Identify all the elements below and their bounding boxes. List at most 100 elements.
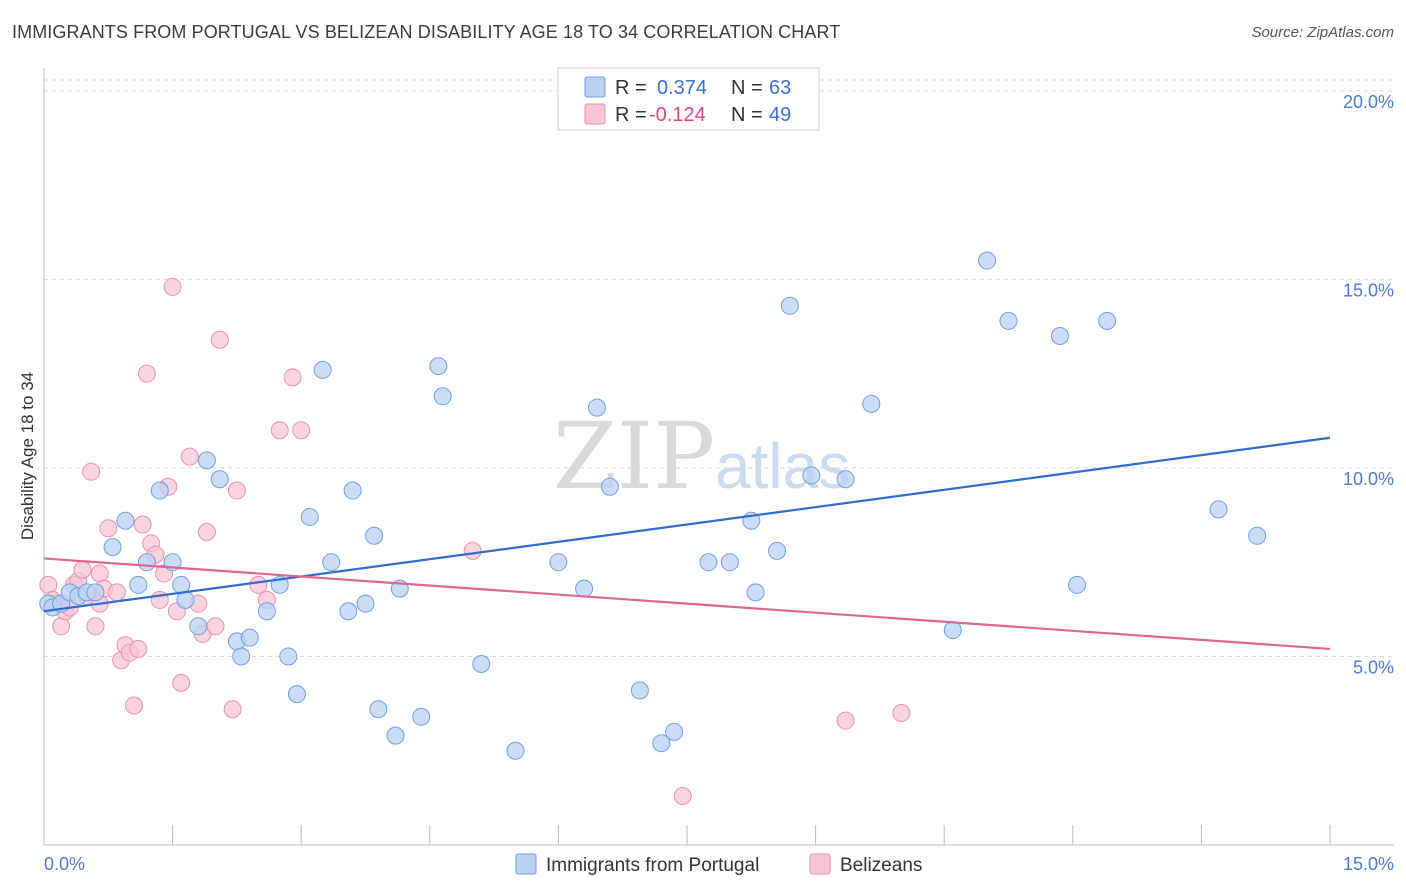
point-portugal bbox=[433, 387, 452, 406]
point-belizeans bbox=[463, 541, 482, 560]
point-belizeans bbox=[223, 700, 242, 719]
point-belizeans bbox=[673, 786, 692, 805]
point-portugal bbox=[313, 360, 332, 379]
legend-n-value: 49 bbox=[769, 104, 791, 126]
watermark-atlas: atlas bbox=[715, 430, 850, 502]
chart-title: IMMIGRANTS FROM PORTUGAL VS BELIZEAN DIS… bbox=[12, 22, 841, 42]
point-portugal bbox=[356, 594, 375, 613]
point-portugal bbox=[978, 251, 997, 270]
legend-label-belizeans: Belizeans bbox=[840, 855, 922, 876]
point-portugal bbox=[150, 481, 169, 500]
point-portugal bbox=[343, 481, 362, 500]
point-belizeans bbox=[283, 368, 302, 387]
point-belizeans bbox=[249, 575, 268, 594]
x-tick-label-max: 15.0% bbox=[1343, 854, 1394, 874]
point-portugal bbox=[836, 470, 855, 489]
legend-n-value: 63 bbox=[769, 77, 791, 99]
point-belizeans bbox=[90, 564, 109, 583]
point-belizeans bbox=[292, 421, 311, 440]
point-belizeans bbox=[892, 704, 911, 723]
source-label: Source: ZipAtlas.com bbox=[1251, 24, 1394, 41]
point-portugal bbox=[600, 477, 619, 496]
trend-line-belizeans bbox=[43, 557, 1331, 651]
legend-r-value: -0.124 bbox=[649, 104, 706, 126]
point-belizeans bbox=[73, 560, 92, 579]
point-portugal bbox=[210, 470, 229, 489]
trend-lines bbox=[43, 436, 1331, 651]
point-belizeans bbox=[197, 523, 216, 542]
point-portugal bbox=[780, 296, 799, 315]
point-belizeans bbox=[227, 481, 246, 500]
correlation-legend: R = 0.374 N = 63 R = -0.124 N = 49 bbox=[557, 67, 820, 131]
point-portugal bbox=[116, 511, 135, 530]
point-portugal bbox=[699, 553, 718, 572]
point-portugal bbox=[322, 553, 341, 572]
watermark-zip: ZIP bbox=[553, 403, 715, 510]
axes bbox=[43, 68, 1394, 846]
point-portugal bbox=[240, 628, 259, 647]
point-portugal bbox=[587, 398, 606, 417]
point-belizeans bbox=[270, 421, 289, 440]
point-belizeans bbox=[107, 583, 126, 602]
y-tick-label: 10.0% bbox=[1343, 469, 1394, 489]
legend-swatch-portugal bbox=[515, 853, 537, 875]
point-portugal bbox=[300, 507, 319, 526]
point-portugal bbox=[768, 541, 787, 560]
point-portugal bbox=[999, 311, 1018, 330]
point-portugal bbox=[386, 726, 405, 745]
point-portugal bbox=[506, 741, 525, 760]
point-portugal bbox=[1248, 526, 1267, 545]
point-portugal bbox=[720, 553, 739, 572]
point-portugal bbox=[1209, 500, 1228, 519]
point-belizeans bbox=[52, 617, 71, 636]
point-portugal bbox=[549, 553, 568, 572]
point-portugal bbox=[369, 700, 388, 719]
point-belizeans bbox=[82, 462, 101, 481]
point-portugal bbox=[746, 583, 765, 602]
point-portugal bbox=[665, 722, 684, 741]
point-portugal bbox=[1068, 575, 1087, 594]
legend-n-label: N = bbox=[731, 104, 763, 126]
point-portugal bbox=[630, 681, 649, 700]
legend-swatch-blue bbox=[584, 76, 606, 98]
point-portugal bbox=[472, 655, 491, 674]
point-portugal bbox=[802, 466, 821, 485]
y-tick-label: 20.0% bbox=[1343, 92, 1394, 112]
y-tick-label: 5.0% bbox=[1353, 657, 1394, 677]
y-axis-label: Disability Age 18 to 34 bbox=[18, 372, 37, 540]
series-legend: Immigrants from Portugal Belizeans bbox=[515, 853, 922, 876]
point-belizeans bbox=[836, 711, 855, 730]
point-belizeans bbox=[129, 639, 148, 658]
point-belizeans bbox=[210, 330, 229, 349]
legend-r-label: R = bbox=[615, 104, 647, 126]
point-portugal bbox=[1098, 311, 1117, 330]
legend-r-value: 0.374 bbox=[657, 77, 707, 99]
y-tick-labels: 5.0% 10.0% 15.0% 20.0% bbox=[1343, 92, 1394, 678]
point-belizeans bbox=[180, 447, 199, 466]
point-belizeans bbox=[86, 617, 105, 636]
point-portugal bbox=[412, 707, 431, 726]
point-portugal bbox=[172, 575, 191, 594]
point-portugal bbox=[257, 602, 276, 621]
y-tick-label: 15.0% bbox=[1343, 280, 1394, 300]
legend-n-label: N = bbox=[731, 77, 763, 99]
point-portugal bbox=[339, 602, 358, 621]
point-belizeans bbox=[125, 696, 144, 715]
point-portugal bbox=[575, 579, 594, 598]
point-portugal bbox=[1050, 326, 1069, 345]
point-belizeans bbox=[163, 277, 182, 296]
point-portugal bbox=[287, 685, 306, 704]
point-portugal bbox=[862, 394, 881, 413]
point-portugal bbox=[429, 357, 448, 376]
point-belizeans bbox=[172, 673, 191, 692]
legend-label-portugal: Immigrants from Portugal bbox=[546, 855, 759, 876]
point-portugal bbox=[137, 553, 156, 572]
point-portugal bbox=[943, 621, 962, 640]
point-portugal bbox=[189, 617, 208, 636]
point-portugal bbox=[232, 647, 251, 666]
point-portugal bbox=[103, 538, 122, 557]
point-portugal bbox=[129, 575, 148, 594]
data-points bbox=[39, 251, 1267, 805]
point-portugal bbox=[197, 451, 216, 470]
